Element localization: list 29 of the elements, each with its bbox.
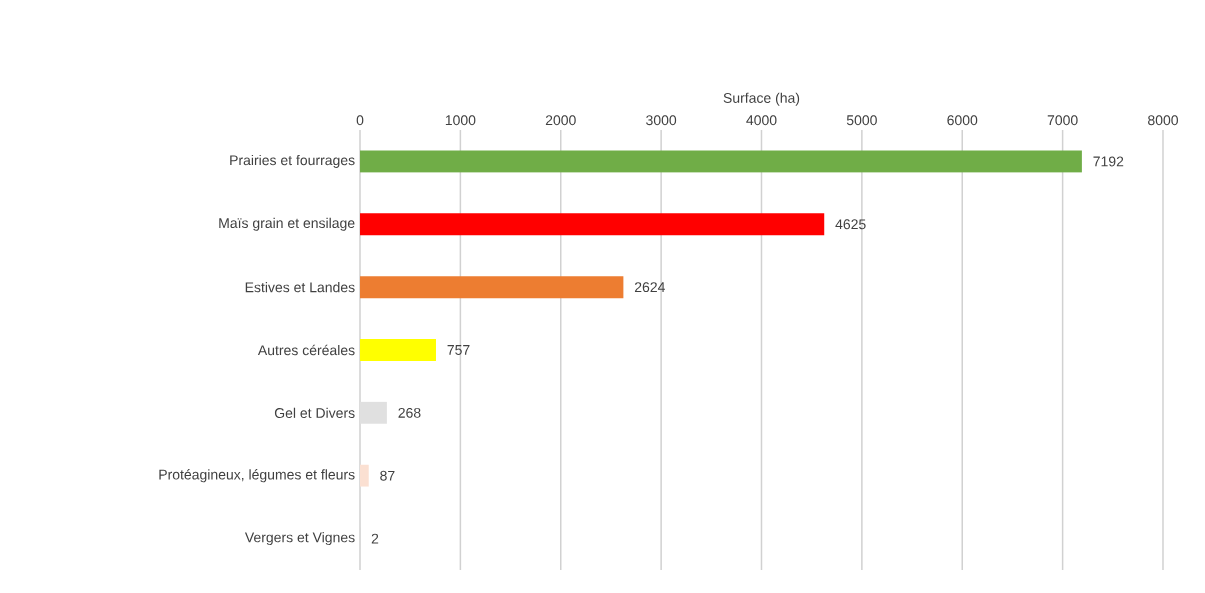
data-label: 2624	[634, 282, 665, 293]
x-tick-label: 8000	[1148, 115, 1179, 126]
bar	[360, 213, 825, 236]
data-label: 87	[380, 470, 395, 481]
x-axis-title: Surface (ha)	[723, 92, 800, 106]
x-tick-label: 6000	[947, 115, 978, 126]
bar	[360, 338, 436, 361]
x-tick-label: 4000	[746, 115, 777, 126]
x-tick-label: 7000	[1047, 115, 1078, 126]
y-tick-label: Protéagineux, légumes et fleurs	[159, 469, 355, 483]
y-tick-label: Prairies et fourrages	[230, 154, 355, 168]
data-label: 7192	[1093, 156, 1124, 167]
x-tick-label: 1000	[445, 115, 476, 126]
data-label: 2	[371, 533, 379, 544]
x-tick-label: 2000	[545, 115, 576, 126]
bar	[360, 276, 624, 299]
bar	[360, 150, 1082, 173]
x-tick-label: 3000	[646, 115, 677, 126]
y-tick-label: Maïs grain et ensilage	[219, 217, 355, 231]
y-tick-label: Gel et Divers	[274, 407, 355, 418]
data-label: 4625	[835, 219, 866, 230]
data-label: 268	[398, 407, 421, 418]
x-tick-label: 5000	[846, 115, 877, 126]
y-tick-label: Estives et Landes	[245, 281, 355, 293]
x-tick-label: 0	[356, 115, 364, 126]
bar	[360, 401, 387, 424]
data-label: 757	[447, 345, 470, 355]
y-tick-label: Autres céréales	[257, 344, 355, 356]
y-tick-label: Vergers et Vignes	[244, 532, 355, 546]
